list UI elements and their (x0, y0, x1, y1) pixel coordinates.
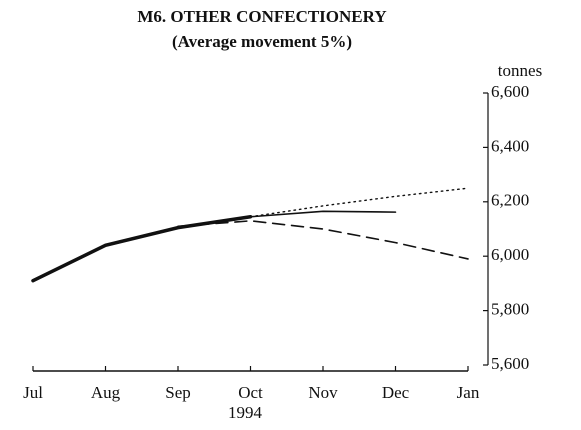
y-tick-label: 6,200 (491, 191, 529, 210)
x-tick-label: Dec (382, 383, 410, 402)
y-tick-label: 6,400 (491, 136, 529, 155)
chart-title: M6. OTHER CONFECTIONERY (137, 7, 386, 26)
y-tick-label: 6,600 (491, 82, 529, 101)
x-tick-label: Oct (238, 383, 263, 402)
y-axis-label: tonnes (498, 61, 542, 80)
x-tick-label: Nov (308, 383, 338, 402)
chart-subtitle: (Average movement 5%) (172, 32, 352, 51)
x-tick-label: Jan (457, 383, 480, 402)
x-tick-label: Jul (23, 383, 43, 402)
series-line (177, 220, 469, 260)
series-line (31, 215, 253, 283)
y-tick-label: 6,000 (491, 245, 529, 264)
series-line (249, 187, 469, 218)
y-tick-label: 5,600 (491, 354, 529, 373)
series-line (249, 210, 397, 218)
x-tick-label: Aug (91, 383, 121, 402)
y-tick-label: 5,800 (491, 300, 529, 319)
x-tick-label: Sep (165, 383, 191, 402)
x-sublabel: 1994 (228, 403, 263, 422)
